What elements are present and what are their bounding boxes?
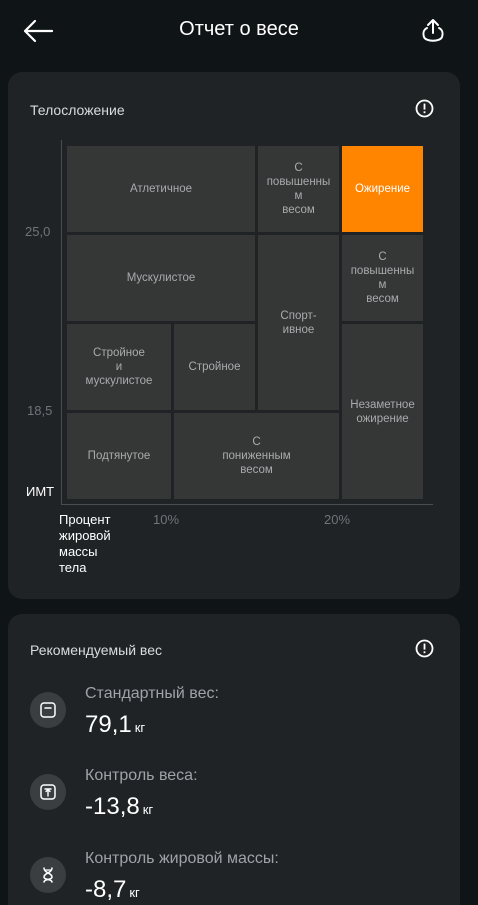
cell-label: ивное bbox=[282, 323, 315, 336]
standard-weight-label: Стандартный вес: bbox=[85, 685, 219, 702]
cell-label: мускулистое bbox=[85, 375, 153, 387]
cell-label: Спорт- bbox=[280, 309, 317, 322]
cell-label: м bbox=[294, 190, 303, 202]
cell-label: Ожирение bbox=[354, 183, 411, 195]
cell-label: Мускулистое bbox=[126, 272, 196, 284]
scale-up-icon bbox=[30, 774, 66, 810]
info-icon[interactable] bbox=[415, 639, 434, 658]
weight-control-value: -13,8 кг bbox=[85, 793, 153, 821]
cell-label: повышенны bbox=[350, 265, 415, 277]
cell-label: повышенны bbox=[266, 176, 331, 188]
cell-label: весом bbox=[366, 293, 399, 305]
cell-overweight-mid[interactable]: С повышенны м весом bbox=[342, 235, 423, 321]
cell-muscular[interactable]: Мускулистое bbox=[67, 235, 255, 321]
cell-label: Стройное bbox=[188, 361, 241, 373]
back-arrow-icon[interactable] bbox=[22, 18, 54, 44]
cell-slim-muscular[interactable]: Стройное и мускулистое bbox=[67, 324, 171, 410]
weight-control-item: Контроль веса: -13,8 кг bbox=[30, 767, 450, 837]
cell-label: С bbox=[252, 436, 261, 448]
fat-control-item: Контроль жировой массы: -8,7 кг bbox=[30, 850, 450, 905]
cell-label: ожирение bbox=[356, 412, 409, 425]
scale-icon bbox=[30, 692, 66, 728]
body-type-title: Телосложение bbox=[30, 102, 125, 118]
value-number: -8,7 bbox=[85, 876, 127, 903]
cell-label: Стройное bbox=[93, 347, 145, 359]
cell-athletic[interactable]: Атлетичное bbox=[67, 146, 255, 232]
cell-label: Атлетичное bbox=[130, 183, 192, 195]
cell-label: и bbox=[115, 361, 123, 373]
cell-slim[interactable]: Стройное bbox=[174, 324, 255, 410]
page-title: Отчет о весе bbox=[179, 18, 299, 40]
value-unit: кг bbox=[142, 802, 154, 817]
cell-label: Незаметное bbox=[350, 398, 415, 411]
recommended-weight-card: Рекомендуемый вес bbox=[8, 614, 460, 905]
cell-label: весом bbox=[240, 464, 273, 476]
dna-icon bbox=[30, 857, 66, 893]
cell-toned[interactable]: Подтянутое bbox=[67, 413, 171, 499]
cell-underweight[interactable]: С пониженным весом bbox=[174, 413, 339, 499]
recommended-title: Рекомендуемый вес bbox=[30, 642, 162, 658]
cell-hidden-obesity[interactable]: Незаметное ожирение bbox=[342, 324, 423, 499]
header: Отчет о весе bbox=[0, 0, 478, 62]
cell-label: весом bbox=[282, 204, 315, 216]
value-unit: кг bbox=[134, 720, 146, 735]
cell-label: м bbox=[378, 279, 387, 291]
cell-overweight-top[interactable]: С повышенны м весом bbox=[258, 146, 339, 232]
cell-label: С bbox=[378, 251, 387, 263]
cell-label: С bbox=[294, 162, 303, 174]
cell-label: Подтянутое bbox=[87, 450, 151, 462]
value-unit: кг bbox=[129, 885, 140, 900]
fat-control-value: -8,7 кг bbox=[85, 876, 140, 904]
value-number: -13,8 bbox=[85, 793, 140, 820]
cell-obesity-selected[interactable]: Ожирение bbox=[342, 146, 423, 232]
weight-control-label: Контроль веса: bbox=[85, 767, 198, 784]
cell-sporty[interactable]: Спорт- ивное bbox=[258, 235, 339, 410]
info-icon[interactable] bbox=[415, 99, 434, 118]
fat-control-label: Контроль жировой массы: bbox=[85, 850, 279, 867]
standard-weight-item: Стандартный вес: 79,1 кг bbox=[30, 685, 450, 755]
share-icon[interactable] bbox=[420, 17, 446, 45]
standard-weight-value: 79,1 кг bbox=[85, 711, 145, 739]
value-number: 79,1 bbox=[85, 711, 132, 738]
cell-label: пониженным bbox=[222, 450, 291, 462]
